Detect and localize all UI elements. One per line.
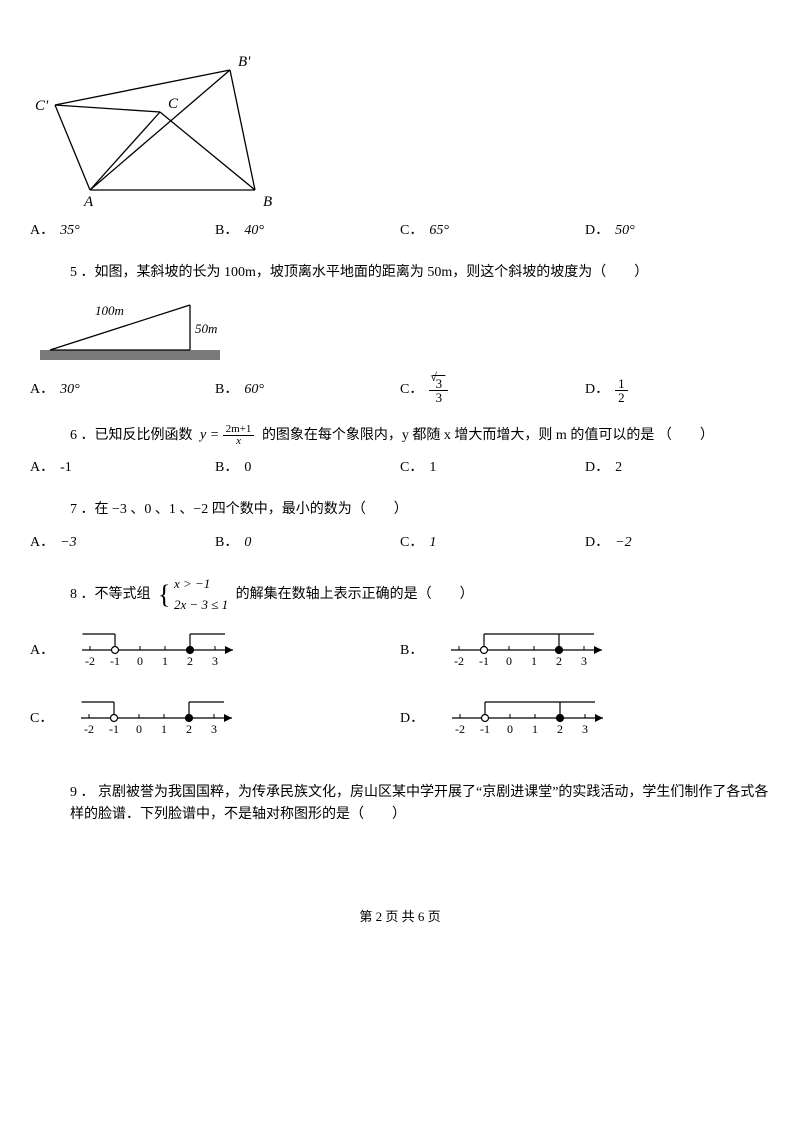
opt-value-frac: 1 2 [615,377,628,404]
q8-text: 8 ．不等式组 { x > −1 2x − 3 ≤ 1 的解集在数轴上表示正确的… [70,574,770,616]
opt-label: C． [400,532,423,554]
page-footer: 第 2 页 共 6 页 [30,907,770,928]
svg-text:-2: -2 [455,722,465,736]
opt-value: −3 [60,532,76,554]
svg-text:2: 2 [187,654,193,668]
opt-value: 50° [615,220,635,242]
opt-value: -1 [60,457,72,479]
opt-label: B． [215,532,238,554]
svg-text:0: 0 [507,722,513,736]
svg-text:-1: -1 [480,722,490,736]
opt-value: 2 [615,457,622,479]
opt-value: 65° [429,220,449,242]
q9-text: 9 ． 京剧被誉为我国国粹，为传承民族文化，房山区某中学开展了“京剧进课堂”的实… [70,782,770,827]
svg-text:B: B [263,194,272,210]
svg-text:1: 1 [531,654,537,668]
q6-options: A． -1 B． 0 C． 1 D． 2 [30,457,770,479]
svg-text:3: 3 [211,722,217,736]
svg-text:3: 3 [582,722,588,736]
opt-label: B． [400,640,423,662]
opt-value: 1 [429,457,436,479]
svg-text:0: 0 [506,654,512,668]
opt-label: C． [400,379,423,401]
svg-text:1: 1 [532,722,538,736]
opt-label: D． [585,532,609,554]
svg-text:-1: -1 [479,654,489,668]
q6-text: 6 ．已知反比例函数 y = 2m+1 x 的图象在每个象限内，y 都随 x 增… [70,424,770,447]
svg-text:C: C [168,96,179,112]
svg-text:A: A [83,194,94,210]
opt-label: D． [585,220,609,242]
svg-text:2: 2 [557,722,563,736]
svg-text:-1: -1 [110,654,120,668]
svg-text:2: 2 [186,722,192,736]
q8-options: A． -2 -1 0 1 2 3 B． -2 -1 0 1 2 3 C． -2 -1 0 1 2 3 D． -2 -1 0… [30,626,770,762]
opt-label: C． [30,708,53,730]
q7-text: 7 ．在 −3 、0 、1 、−2 四个数中，最小的数为（ ） [70,499,770,521]
opt-label: C． [400,220,423,242]
svg-text:1: 1 [162,654,168,668]
opt-label: A． [30,379,54,401]
opt-label: A． [30,640,54,662]
svg-text:0: 0 [137,654,143,668]
svg-text:100m: 100m [95,303,124,318]
q5-diagram: 100m 50m [40,295,770,367]
svg-text:C': C' [35,98,49,114]
svg-text:-2: -2 [84,722,94,736]
opt-value: 0 [244,532,251,554]
opt-label: B． [215,379,238,401]
opt-value: 60° [244,379,264,401]
svg-text:B': B' [238,54,251,70]
svg-text:1: 1 [161,722,167,736]
opt-label: A． [30,457,54,479]
svg-text:-2: -2 [85,654,95,668]
svg-text:2: 2 [556,654,562,668]
opt-value: 30° [60,379,80,401]
opt-value: 35° [60,220,80,242]
opt-label: D． [585,379,609,401]
q5-text: 5 ．如图，某斜坡的长为 100m，坡顶离水平地面的距离为 50m，则这个斜坡的… [70,262,770,284]
opt-value: 1 [429,532,436,554]
opt-label: A． [30,220,54,242]
svg-text:3: 3 [581,654,587,668]
opt-label: C． [400,457,423,479]
q7-options: A． −3 B． 0 C． 1 D． −2 [30,532,770,554]
q4-diagram: A B C C' B' [30,40,770,210]
opt-value: 40° [244,220,264,242]
opt-label: B． [215,220,238,242]
q4-options: A． 35° B． 40° C． 65° D． 50° [30,220,770,242]
svg-text:3: 3 [212,654,218,668]
opt-value: −2 [615,532,631,554]
opt-value: 0 [244,457,251,479]
opt-label: B． [215,457,238,479]
numberline-d: -2 -1 0 1 2 3 [445,694,625,738]
numberline-c: -2 -1 0 1 2 3 [74,694,254,738]
numberline-b: -2 -1 0 1 2 3 [444,626,624,670]
svg-text:-1: -1 [109,722,119,736]
opt-label: A． [30,532,54,554]
svg-text:-2: -2 [454,654,464,668]
opt-label: D． [585,457,609,479]
numberline-a: -2 -1 0 1 2 3 [75,626,255,670]
q5-options: A．30° B．60° C． 3 3 √ D． 1 2 [30,377,770,404]
svg-text:50m: 50m [195,321,217,336]
opt-label: D． [400,708,424,730]
svg-text:0: 0 [136,722,142,736]
